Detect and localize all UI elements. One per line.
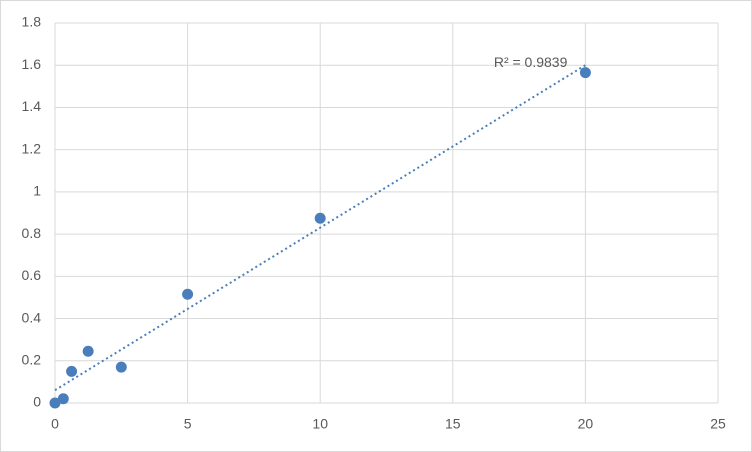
trendline: [54, 64, 586, 392]
x-tick-label: 5: [184, 416, 192, 432]
x-tick-label: 25: [710, 416, 726, 432]
y-tick-label: 1.6: [22, 56, 42, 72]
y-tick-label: 0: [33, 394, 41, 410]
point: [66, 365, 78, 377]
y-tick-label: 1.8: [22, 14, 42, 30]
trendline-label: R² = 0.9839: [494, 54, 568, 70]
y-tick-label: 0.8: [22, 225, 42, 241]
point: [182, 288, 194, 300]
point: [579, 67, 591, 79]
x-tick-label: 15: [445, 416, 461, 432]
point: [314, 212, 326, 224]
point: [82, 345, 94, 357]
point: [49, 397, 61, 409]
y-tick-label: 1: [33, 183, 41, 199]
x-tick-label: 10: [312, 416, 328, 432]
y-tick-label: 0.2: [22, 351, 42, 367]
y-tick-label: 1.4: [22, 98, 42, 114]
point: [57, 393, 69, 405]
y-tick-label: 0.6: [22, 267, 42, 283]
y-tick-label: 1.2: [22, 140, 42, 156]
x-tick-label: 20: [578, 416, 594, 432]
x-tick-label: 0: [51, 416, 59, 432]
point: [115, 361, 127, 373]
y-tick-label: 0.4: [22, 309, 42, 325]
